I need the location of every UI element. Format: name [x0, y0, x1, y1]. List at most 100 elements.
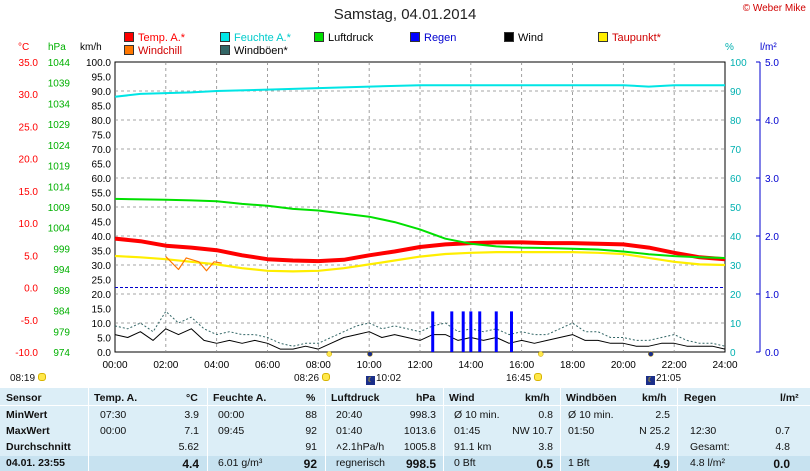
temp-value: 7.1 [184, 425, 199, 437]
humidity-tick-label: 80 [730, 116, 742, 127]
legend-swatch [124, 45, 134, 55]
x-tick-label: 14:00 [458, 360, 483, 371]
row-label: MaxWert [6, 425, 50, 437]
rain-value: 4.8 [775, 441, 790, 453]
humidity-tick-label: 60 [730, 174, 742, 185]
legend-swatch [220, 45, 230, 55]
x-tick-label: 08:00 [306, 360, 331, 371]
sun-icon [38, 373, 47, 381]
series-line-0 [114, 236, 726, 264]
axis-event-marker [648, 351, 654, 357]
wind-tick-label: 80.0 [92, 116, 112, 127]
legend-swatch [124, 32, 134, 42]
pressure-value: 998.3 [409, 409, 436, 421]
gust-left: 1 Bft [568, 457, 590, 469]
legend-label: Wind [518, 32, 544, 44]
series-line-4 [114, 197, 726, 259]
pressure-tick-label: 999 [53, 244, 70, 255]
temp-tick-label: -10.0 [15, 348, 38, 359]
pressure-tick-label: 994 [53, 265, 70, 276]
humidity-value: 88 [305, 409, 317, 421]
x-tick-label: 16:00 [509, 360, 534, 371]
header-temp: Temp. A. [94, 392, 138, 404]
copyright: © Weber Mike [742, 3, 806, 14]
legend-item: Regen [410, 32, 456, 44]
humidity-tick-label: 30 [730, 261, 742, 272]
wind-axis-unit: km/h [80, 42, 102, 53]
wind-tick-label: 85.0 [92, 102, 112, 113]
legend-item: Luftdruck [314, 32, 373, 44]
series-line-2 [165, 256, 222, 272]
humidity-tick-label: 70 [730, 145, 742, 156]
pressure-time: 01:40 [336, 425, 363, 437]
humidity-tick-label: 0 [730, 348, 736, 359]
legend-swatch [598, 32, 608, 42]
sun-marker: 08:26 [294, 373, 331, 384]
header-wind-unit: km/h [525, 392, 550, 404]
legend-label: Windböen* [234, 45, 288, 57]
humidity-axis-unit: % [725, 42, 734, 53]
pressure-time: 20:40 [336, 409, 363, 421]
x-tick-label: 02:00 [153, 360, 178, 371]
x-tick-label: 00:00 [102, 360, 127, 371]
pressure-value: 998.5 [405, 457, 436, 471]
legend-item: Feuchte A.* [220, 32, 291, 44]
legend-item: Temp. A.* [124, 32, 185, 44]
wind-left: 91.1 km [454, 441, 492, 453]
header-temp-unit: °C [186, 392, 198, 404]
pressure-tick-label: 1044 [48, 58, 71, 69]
x-tick-label: 06:00 [255, 360, 280, 371]
pressure-tick-label: 1024 [48, 141, 71, 152]
temp-tick-label: 0.0 [24, 284, 38, 295]
gust-value: N 25.2 [639, 425, 670, 437]
x-tick-label: 22:00 [662, 360, 687, 371]
rain-tick-label: 1.0 [765, 290, 779, 301]
legend-swatch [220, 32, 230, 42]
humidity-tick-label: 100 [730, 58, 747, 69]
chart-plot: 00:00 02:00 04:00 06:00 08:00 10:00 12:00 14:00… [15, 58, 779, 371]
rain-tick-label: 0.0 [765, 348, 779, 359]
humidity-time: 6.01 g/m³ [218, 457, 263, 469]
wind-tick-label: 0.0 [97, 348, 111, 359]
pressure-value: 1013.6 [403, 425, 436, 437]
wind-tick-label: 35.0 [92, 247, 112, 258]
gust-value: 4.9 [653, 457, 670, 471]
legend-label: Luftdruck [328, 32, 374, 44]
rain-left: Gesamt: [690, 441, 730, 453]
pressure-time: ˄2.1hPa/h [336, 441, 385, 453]
humidity-tick-label: 90 [730, 87, 742, 98]
moonset-marker: ☾ 21:05 [646, 373, 682, 385]
pressure-value: 1005.8 [403, 441, 436, 453]
wind-value: NW 10.7 [512, 425, 553, 437]
humidity-time: 00:00 [218, 409, 245, 421]
wind-tick-label: 70.0 [92, 145, 112, 156]
wind-left: 01:45 [454, 425, 481, 437]
humidity-tick-label: 40 [730, 232, 742, 243]
legend-label: Taupunkt* [612, 32, 661, 44]
series-line-5 [114, 328, 726, 350]
wind-value: 0.8 [538, 409, 553, 421]
series-line-6 [114, 310, 726, 347]
pressure-tick-label: 1004 [48, 224, 71, 235]
humidity-value: 92 [303, 457, 317, 471]
header-pressure: Luftdruck [331, 392, 380, 404]
temp-tick-label: 15.0 [19, 187, 39, 198]
legend-label: Regen [424, 32, 457, 44]
legend-label: Temp. A.* [138, 32, 186, 44]
wind-tick-label: 30.0 [92, 261, 112, 272]
axis-event-marker [367, 351, 373, 357]
moon-icon: ☾ [646, 376, 655, 385]
x-tick-label: 12:00 [407, 360, 432, 371]
x-tick-label: 10:00 [357, 360, 382, 371]
wind-left: 0 Bft [454, 457, 476, 469]
pressure-tick-label: 1034 [48, 99, 71, 110]
wind-tick-label: 100.0 [86, 58, 111, 69]
rain-tick-label: 5.0 [765, 58, 779, 69]
temp-tick-label: 10.0 [19, 219, 39, 230]
stats-table: Sensor Temp. A. °C Feuchte A. % Luftdruc… [0, 388, 810, 471]
wind-tick-label: 15.0 [92, 305, 112, 316]
temp-value: 5.62 [178, 441, 199, 453]
legend-swatch [410, 32, 420, 42]
legend-item: Wind [504, 32, 543, 44]
temp-tick-label: 25.0 [19, 122, 39, 133]
